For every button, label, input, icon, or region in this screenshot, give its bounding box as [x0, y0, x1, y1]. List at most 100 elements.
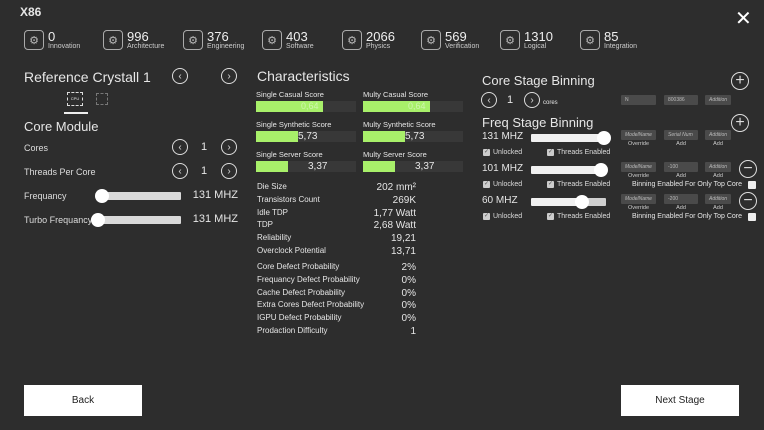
characteristic-value: 1,77 Watt: [373, 207, 416, 219]
freq-row-slider-knob[interactable]: [593, 163, 608, 177]
defect-value: 1: [410, 326, 416, 337]
frequency-slider[interactable]: [94, 189, 181, 203]
top-core-label: Binning Enabled For Only Top Core: [632, 213, 742, 220]
monitor-icon: ⚙: [262, 30, 282, 50]
freq-row-input-label: Add: [713, 173, 723, 179]
core-binning-increase-button[interactable]: ›: [524, 92, 540, 108]
freq-row-input[interactable]: ModelName: [621, 194, 656, 204]
threads-increase-button[interactable]: ›: [221, 163, 237, 179]
cpu-tab[interactable]: CPU: [67, 92, 83, 106]
core-binning-decrease-button[interactable]: ‹: [481, 92, 497, 108]
defect-row: Extra Cores Defect Probability 0%: [257, 300, 416, 311]
defect-row: IGPU Defect Probability 0%: [257, 313, 416, 324]
chip-tab-icon[interactable]: [96, 93, 108, 105]
defect-label: Cache Defect Probability: [257, 287, 346, 297]
stat-value: 403: [286, 28, 308, 44]
add-core-binning-button[interactable]: +: [731, 72, 749, 90]
circuit-icon: ⚙: [183, 30, 203, 50]
stat-label: Innovation: [48, 42, 81, 50]
top-core-checkbox[interactable]: [748, 181, 756, 189]
back-button[interactable]: Back: [24, 385, 142, 416]
core-binning-name-input[interactable]: N: [621, 95, 656, 105]
cores-label: Cores: [24, 143, 49, 153]
turbo-frequency-slider[interactable]: [91, 213, 181, 227]
freq-row-input[interactable]: Addition: [705, 194, 731, 204]
core-module-title: Core Module: [24, 119, 99, 134]
score-value: 3,37: [308, 161, 328, 172]
freq-row-input-label: Override: [627, 205, 650, 211]
freq-row-input[interactable]: Serial Num: [664, 130, 698, 140]
threads-enabled-checkbox[interactable]: ✓ Threads Enabled: [547, 149, 610, 156]
turbo-frequency-label: Turbo Frequancy: [24, 215, 93, 225]
freq-row-input-label: Add: [676, 173, 686, 179]
gears-icon: ⚙: [580, 30, 600, 50]
stat-integration: ⚙ 85 Integration: [580, 30, 637, 50]
threads-enabled-checkbox[interactable]: ✓ Threads Enabled: [547, 213, 610, 220]
unlocked-checkbox[interactable]: ✓ Unlocked: [483, 213, 522, 220]
cores-increase-button[interactable]: ›: [221, 139, 237, 155]
add-freq-binning-button[interactable]: +: [731, 114, 749, 132]
score-label: Multy Synthetic Score: [363, 120, 436, 129]
core-binning-unit: cores: [543, 100, 558, 106]
stat-engineering: ⚙ 376 Engineering: [183, 30, 244, 50]
lightbulb-gear-icon: ⚙: [24, 30, 44, 50]
freq-row-slider-knob[interactable]: [575, 195, 589, 209]
stat-value: 85: [604, 28, 619, 44]
freq-row-slider[interactable]: [531, 163, 608, 177]
defect-value: 2%: [401, 262, 416, 273]
freq-row-slider-knob[interactable]: [596, 131, 611, 145]
score-label: Multy Casual Score: [363, 90, 429, 99]
remove-freq-binning-button[interactable]: −: [739, 192, 757, 210]
score-bar-fill: [256, 161, 288, 172]
freq-row-input[interactable]: ModelName: [621, 130, 656, 140]
freq-row-input[interactable]: Addition: [705, 130, 731, 140]
frequency-slider-knob[interactable]: [94, 189, 109, 203]
stat-label: Logical: [524, 42, 547, 50]
stat-software: ⚙ 403 Software: [262, 30, 314, 50]
next-stage-button[interactable]: Next Stage: [621, 385, 739, 416]
characteristic-row: Overclock Potential 13,71: [257, 246, 416, 257]
characteristic-value: 13,71: [390, 246, 416, 257]
unlocked-checkbox[interactable]: ✓ Unlocked: [483, 149, 522, 156]
freq-row-input[interactable]: -100: [664, 162, 698, 172]
score-label: Multy Server Score: [363, 150, 427, 159]
freq-row-input[interactable]: Addition: [705, 162, 731, 172]
freq-row-slider[interactable]: [531, 131, 611, 145]
remove-freq-binning-button[interactable]: −: [739, 160, 757, 178]
freq-row-input[interactable]: -200: [664, 194, 698, 204]
unlocked-label: Unlocked: [493, 149, 523, 156]
threads-enabled-checkbox[interactable]: ✓ Threads Enabled: [547, 181, 610, 188]
unlocked-checkbox[interactable]: ✓ Unlocked: [483, 181, 522, 188]
check-icon: ✓: [547, 149, 554, 156]
threads-decrease-button[interactable]: ‹: [172, 163, 188, 179]
stat-label: Architecture: [127, 42, 165, 50]
characteristic-row: Reliability 19,21: [257, 233, 416, 244]
freq-row-input-label: Override: [627, 141, 650, 147]
stat-value: 569: [445, 28, 467, 44]
characteristic-label: Die Size: [257, 182, 287, 191]
stat-value: 996: [127, 28, 149, 44]
freq-row-input[interactable]: ModelName: [621, 162, 656, 172]
close-icon[interactable]: ✕: [735, 8, 752, 30]
next-reference-button[interactable]: ›: [221, 68, 237, 84]
top-core-checkbox[interactable]: [748, 213, 756, 221]
core-binning-addition-input[interactable]: Addition: [705, 95, 731, 105]
core-binning-serial-input[interactable]: 800386: [664, 95, 698, 105]
score-label: Single Casual Score: [256, 90, 324, 99]
freq-binning-title: Freq Stage Binning: [482, 115, 594, 130]
stat-value: 0: [48, 28, 56, 44]
stat-architecture: ⚙ 996 Architecture: [103, 30, 164, 50]
freq-row-value: 60 MHZ: [482, 195, 518, 206]
score-value: 5,73: [405, 131, 425, 142]
reference-title: Reference Crystall 1: [24, 69, 151, 85]
active-tab-underline: [64, 112, 88, 114]
freq-row-input-label: Add: [713, 141, 723, 147]
freq-row-slider[interactable]: [531, 195, 606, 209]
check-icon: ✓: [547, 181, 554, 188]
document-check-icon: ⚙: [421, 30, 441, 50]
turbo-frequency-slider-knob[interactable]: [91, 213, 105, 227]
check-icon: ✓: [483, 181, 490, 188]
characteristic-row: TDP 2,68 Watt: [257, 220, 416, 231]
cores-decrease-button[interactable]: ‹: [172, 139, 188, 155]
prev-reference-button[interactable]: ‹: [172, 68, 188, 84]
